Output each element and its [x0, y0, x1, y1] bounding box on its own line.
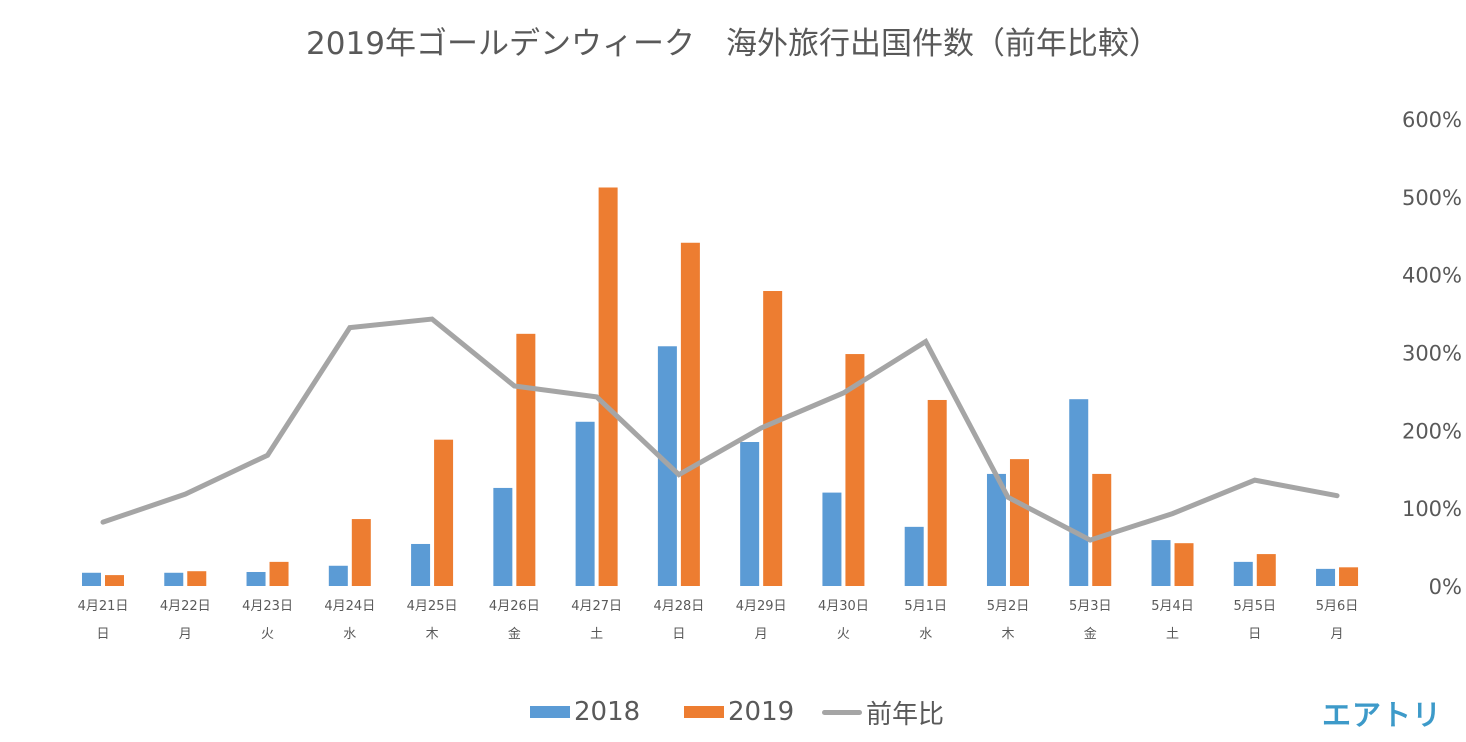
bar-2018: [493, 487, 513, 586]
bar-2018: [986, 473, 1006, 586]
y-tick-label: 200%: [1402, 419, 1462, 443]
x-tick-weekday: 木: [426, 627, 439, 642]
bar-2019: [1174, 543, 1194, 586]
bar-2018: [822, 492, 842, 586]
bar-2018: [246, 571, 266, 586]
bar-2018: [411, 543, 431, 586]
y-tick-label: 500%: [1402, 186, 1462, 210]
x-tick-date: 4月27日: [571, 599, 622, 614]
x-tick-weekday: 日: [672, 627, 685, 642]
x-tick-date: 5月4日: [1151, 599, 1194, 614]
bar-2019: [845, 354, 865, 586]
chart-title: 2019年ゴールデンウィーク 海外旅行出国件数（前年比較）: [306, 26, 1160, 62]
bar-2018: [575, 421, 595, 586]
x-tick-date: 4月24日: [324, 599, 375, 614]
legend-label: 前年比: [866, 699, 945, 730]
x-tick-date: 4月25日: [407, 599, 458, 614]
legend-label: 2019: [728, 697, 795, 727]
airtrip-logo: エアトリ: [1322, 698, 1443, 732]
bar-2019: [434, 439, 454, 586]
bar-2019: [1256, 554, 1276, 586]
bar-2019: [351, 519, 371, 586]
legend-label: 2018: [574, 697, 641, 727]
x-tick-date: 4月22日: [160, 599, 211, 614]
x-tick-weekday: 月: [755, 627, 768, 642]
bars-layer: [82, 187, 1359, 586]
bar-2018: [328, 565, 348, 586]
legend-swatch: [530, 706, 570, 718]
y-tick-label: 300%: [1402, 342, 1462, 366]
x-tick-date: 5月6日: [1316, 599, 1359, 614]
bar-2019: [1339, 567, 1359, 586]
x-tick-weekday: 日: [1248, 627, 1261, 642]
ratio-line-layer: [100, 316, 1340, 543]
legend: 2018 2019 前年比: [0, 692, 1466, 732]
bar-2019: [598, 187, 618, 586]
x-tick-date: 4月26日: [489, 599, 540, 614]
x-tick-weekday: 火: [837, 627, 850, 642]
bar-2019: [763, 291, 783, 586]
y-tick-label: 600%: [1402, 108, 1462, 132]
bar-2018: [164, 572, 184, 586]
x-tick-weekday: 金: [508, 626, 521, 642]
bar-2018: [740, 442, 760, 586]
x-tick-date: 5月3日: [1069, 599, 1112, 614]
ratio-line: [100, 316, 1340, 543]
x-tick-date: 4月29日: [736, 599, 787, 614]
x-tick-date: 4月23日: [242, 599, 293, 614]
x-tick-weekday: 土: [1166, 627, 1179, 642]
x-tick-weekday: 水: [343, 627, 356, 642]
x-tick-date: 4月21日: [78, 599, 129, 614]
x-tick-date: 4月28日: [653, 599, 704, 614]
x-tick-weekday: 水: [919, 627, 932, 642]
bar-2019: [680, 242, 700, 586]
y-tick-label: 400%: [1402, 264, 1462, 288]
x-tick-date: 5月2日: [987, 599, 1030, 614]
x-tick-weekday: 火: [261, 627, 274, 642]
bar-2019: [1092, 473, 1112, 586]
legend-item-2018: 2018: [530, 692, 640, 732]
x-tick-date: 5月1日: [904, 599, 947, 614]
bar-2018: [1151, 540, 1171, 586]
bar-2019: [269, 561, 289, 586]
chart-plot: 0%100%200%300%400%500%600% 4月21日日4月22日月4…: [78, 108, 1462, 642]
legend-item-2019: 2019: [684, 692, 794, 732]
bar-2018: [1069, 399, 1089, 586]
legend-swatch: [822, 709, 862, 715]
bar-2019: [516, 333, 536, 586]
x-tick-weekday: 土: [590, 627, 603, 642]
x-tick-weekday: 月: [179, 627, 192, 642]
bar-2018: [1316, 568, 1336, 586]
bar-2019: [105, 575, 124, 586]
bar-2019: [927, 399, 947, 586]
x-tick-date: 5月5日: [1234, 599, 1277, 614]
legend-swatch: [684, 706, 724, 718]
x-tick-weekday: 木: [1001, 627, 1014, 642]
legend-item-ratio: 前年比: [822, 692, 944, 732]
x-tick-date: 4月30日: [818, 599, 869, 614]
bar-2019: [187, 571, 207, 586]
bar-2018: [904, 526, 924, 586]
bar-2019: [1009, 459, 1029, 586]
x-tick-weekday: 日: [96, 627, 109, 642]
y-tick-label: 0%: [1429, 575, 1462, 599]
bar-2018: [82, 572, 101, 586]
x-tick-weekday: 月: [1331, 627, 1344, 642]
bar-2018: [1233, 561, 1253, 586]
x-tick-weekday: 金: [1084, 626, 1097, 642]
y-tick-label: 100%: [1402, 497, 1462, 521]
right-y-axis: 0% 100% 200% 300% 400% 500% 600%: [1402, 108, 1462, 599]
